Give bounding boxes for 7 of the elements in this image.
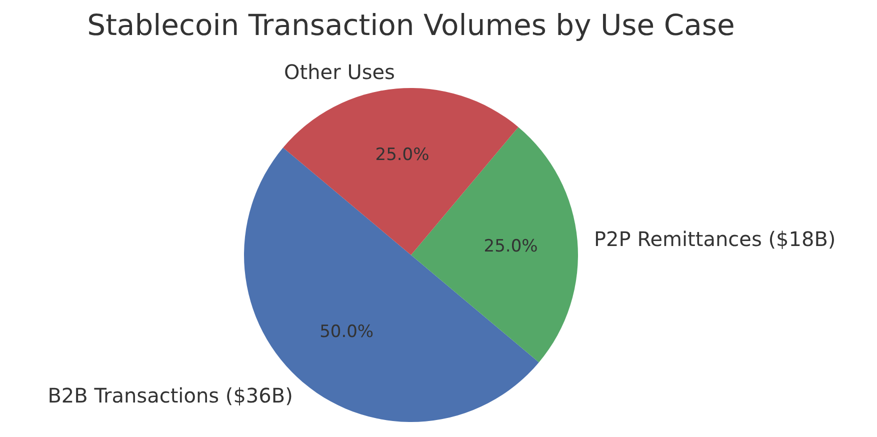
slice-label: B2B Transactions ($36B) bbox=[48, 384, 293, 408]
data-label: 25.0% bbox=[375, 145, 430, 166]
slice-label: P2P Remittances ($18B) bbox=[594, 226, 836, 251]
data-label: 25.0% bbox=[484, 236, 538, 256]
slice-label: Other Uses bbox=[284, 60, 395, 84]
chart-title: Stablecoin Transaction Volumes by Use Case bbox=[87, 8, 735, 42]
data-label: 50.0% bbox=[320, 322, 374, 342]
